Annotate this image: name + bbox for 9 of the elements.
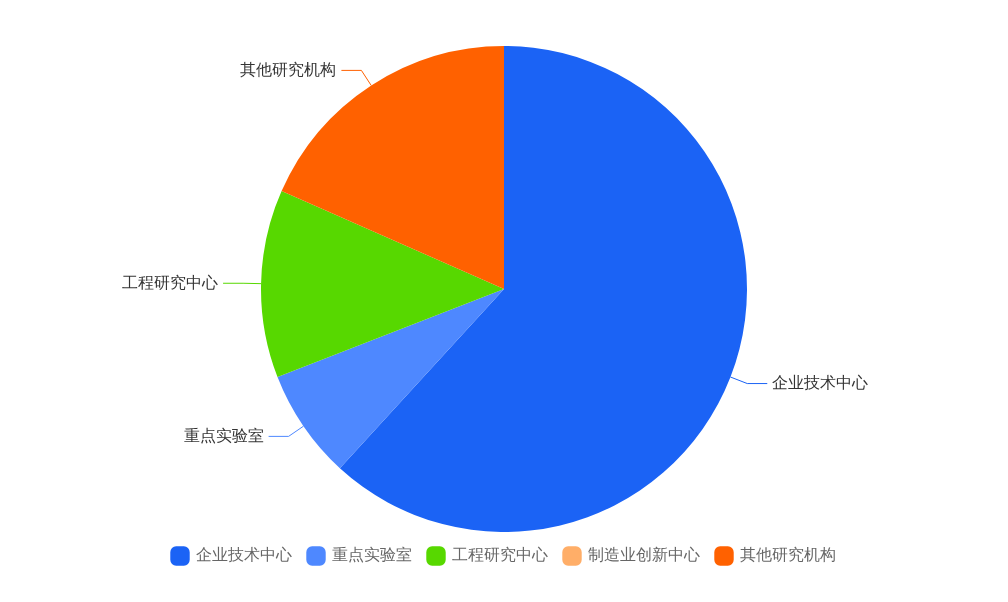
legend-label: 企业技术中心 [196,546,292,564]
slice-label: 重点实验室 [183,426,264,444]
slice-label: 工程研究中心 [122,273,219,291]
slice-label: 其他研究机构 [240,60,337,78]
slice-label: 企业技术中心 [772,373,869,391]
legend-label: 工程研究中心 [452,546,548,564]
legend-label: 重点实验室 [332,546,412,564]
legend-label: 制造业创新中心 [588,546,700,564]
legend-label: 其他研究机构 [740,546,836,564]
